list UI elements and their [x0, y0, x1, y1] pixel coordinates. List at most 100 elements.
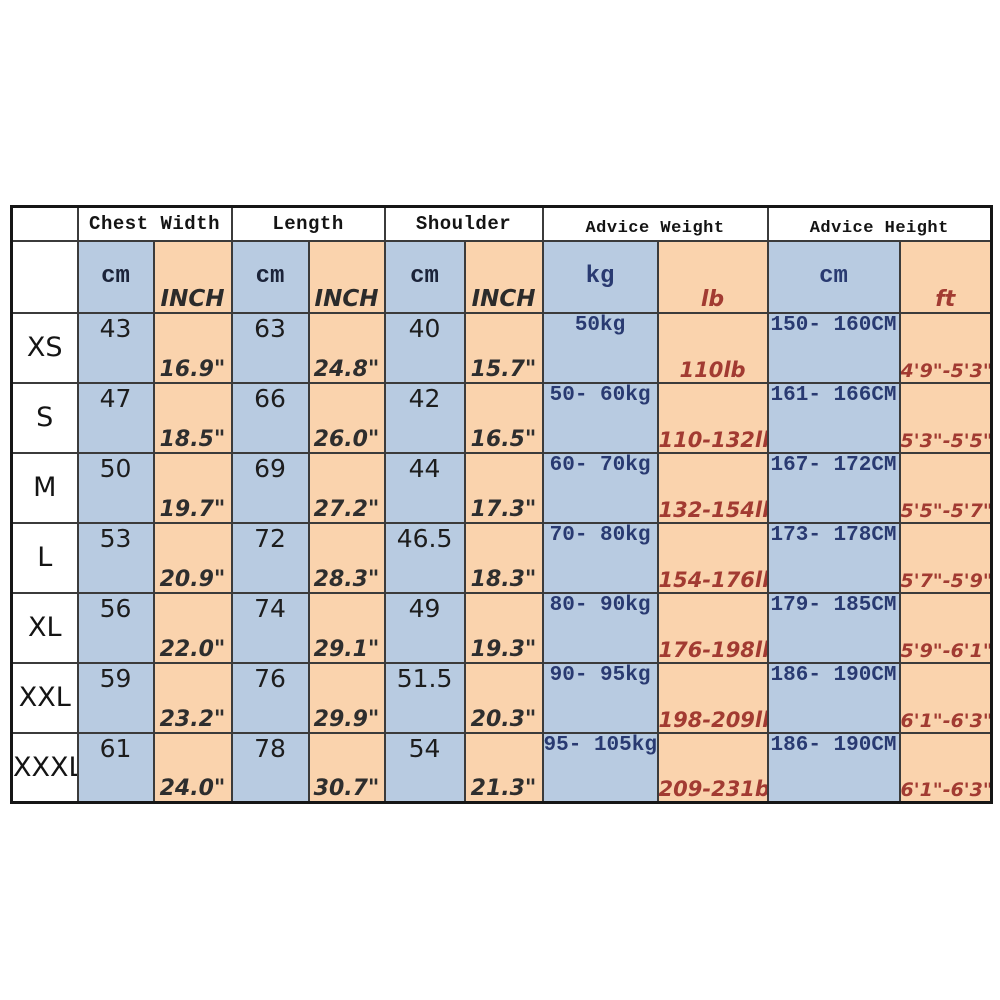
- shoulder-cm-cell: 40: [383, 311, 466, 384]
- unit-header-chest-cm: cm: [76, 239, 155, 314]
- length-cm-cell: 63: [230, 311, 310, 384]
- group-header-row: Chest Width Length Shoulder Advice Weigh…: [10, 205, 993, 242]
- size-label: XXXL: [10, 731, 79, 804]
- shoulder-cm-cell: 46.5: [383, 521, 466, 594]
- length-cm-cell: 74: [230, 591, 310, 664]
- weight-kg-cell: 90- 95kg: [541, 661, 659, 734]
- height-ft-cell: 5'7"-5'9": [898, 521, 993, 594]
- corner-cell: [10, 205, 79, 242]
- unit-header-lb: lb: [656, 239, 769, 314]
- unit-header-shoulder-cm: cm: [383, 239, 466, 314]
- shoulder-inch-cell: 17.3": [463, 451, 544, 524]
- length-cm-cell: 76: [230, 661, 310, 734]
- length-cm-cell: 72: [230, 521, 310, 594]
- length-inch-cell: 28.3": [307, 521, 386, 594]
- unit-header-length-inch: INCH: [307, 239, 386, 314]
- weight-kg-cell: 80- 90kg: [541, 591, 659, 664]
- size-chart-table: Chest Width Length Shoulder Advice Weigh…: [10, 205, 994, 804]
- height-cm-cell: 161- 166CM: [766, 381, 901, 454]
- table-row-s: S 47 18.5" 66 26.0" 42 16.5" 50- 60kg 11…: [10, 381, 993, 454]
- shoulder-cm-cell: 54: [383, 731, 466, 804]
- shoulder-inch-cell: 20.3": [463, 661, 544, 734]
- table-row-xxxl: XXXL 61 24.0" 78 30.7" 54 21.3" 95- 105k…: [10, 731, 993, 804]
- weight-kg-cell: 95- 105kg: [541, 731, 659, 804]
- weight-lb-cell: 198-209lb: [656, 661, 769, 734]
- unit-header-ft: ft: [898, 239, 993, 314]
- unit-header-length-cm: cm: [230, 239, 310, 314]
- shoulder-inch-cell: 21.3": [463, 731, 544, 804]
- height-cm-cell: 186- 190CM: [766, 731, 901, 804]
- length-cm-cell: 78: [230, 731, 310, 804]
- length-inch-cell: 29.9": [307, 661, 386, 734]
- shoulder-cm-cell: 49: [383, 591, 466, 664]
- header-shoulder: Shoulder: [383, 205, 544, 242]
- weight-lb-cell: 176-198lb: [656, 591, 769, 664]
- header-length: Length: [230, 205, 386, 242]
- weight-lb-cell: 209-231b: [656, 731, 769, 804]
- length-inch-cell: 26.0": [307, 381, 386, 454]
- weight-lb-cell: 154-176lb: [656, 521, 769, 594]
- unit-header-height-cm: cm: [766, 239, 901, 314]
- unit-header-kg: kg: [541, 239, 659, 314]
- header-chest-width: Chest Width: [76, 205, 233, 242]
- weight-kg-cell: 70- 80kg: [541, 521, 659, 594]
- height-cm-cell: 150- 160CM: [766, 311, 901, 384]
- table-row-l: L 53 20.9" 72 28.3" 46.5 18.3" 70- 80kg …: [10, 521, 993, 594]
- height-ft-cell: 6'1"-6'3": [898, 661, 993, 734]
- unit-corner-cell: [10, 239, 79, 314]
- size-label: XXL: [10, 661, 79, 734]
- size-label: L: [10, 521, 79, 594]
- length-cm-cell: 69: [230, 451, 310, 524]
- length-inch-cell: 24.8": [307, 311, 386, 384]
- size-label: S: [10, 381, 79, 454]
- height-ft-cell: 5'9"-6'1": [898, 591, 993, 664]
- length-inch-cell: 30.7": [307, 731, 386, 804]
- shoulder-inch-cell: 18.3": [463, 521, 544, 594]
- chest-cm-cell: 53: [76, 521, 155, 594]
- size-label: XS: [10, 311, 79, 384]
- height-ft-cell: 4'9"-5'3": [898, 311, 993, 384]
- table-row-xl: XL 56 22.0" 74 29.1" 49 19.3" 80- 90kg 1…: [10, 591, 993, 664]
- chest-inch-cell: 20.9": [152, 521, 233, 594]
- weight-kg-cell: 50- 60kg: [541, 381, 659, 454]
- unit-header-chest-inch: INCH: [152, 239, 233, 314]
- shoulder-inch-cell: 19.3": [463, 591, 544, 664]
- header-advice-weight: Advice Weight: [541, 205, 769, 242]
- length-cm-cell: 66: [230, 381, 310, 454]
- length-inch-cell: 29.1": [307, 591, 386, 664]
- chest-inch-cell: 19.7": [152, 451, 233, 524]
- chest-cm-cell: 56: [76, 591, 155, 664]
- chest-inch-cell: 18.5": [152, 381, 233, 454]
- chest-cm-cell: 43: [76, 311, 155, 384]
- size-label: XL: [10, 591, 79, 664]
- height-ft-cell: 6'1"-6'3": [898, 731, 993, 804]
- shoulder-inch-cell: 15.7": [463, 311, 544, 384]
- chest-inch-cell: 23.2": [152, 661, 233, 734]
- height-ft-cell: 5'5"-5'7": [898, 451, 993, 524]
- table-row-m: M 50 19.7" 69 27.2" 44 17.3" 60- 70kg 13…: [10, 451, 993, 524]
- shoulder-cm-cell: 51.5: [383, 661, 466, 734]
- weight-kg-cell: 50kg: [541, 311, 659, 384]
- table-row-xxl: XXL 59 23.2" 76 29.9" 51.5 20.3" 90- 95k…: [10, 661, 993, 734]
- height-cm-cell: 186- 190CM: [766, 661, 901, 734]
- chest-cm-cell: 61: [76, 731, 155, 804]
- length-inch-cell: 27.2": [307, 451, 386, 524]
- chest-cm-cell: 47: [76, 381, 155, 454]
- height-cm-cell: 167- 172CM: [766, 451, 901, 524]
- chest-inch-cell: 24.0": [152, 731, 233, 804]
- unit-header-row: cm INCH cm INCH cm INCH kg lb cm ft: [10, 239, 993, 314]
- table-row-xs: XS 43 16.9" 63 24.8" 40 15.7" 50kg 110lb…: [10, 311, 993, 384]
- weight-lb-cell: 110lb: [656, 311, 769, 384]
- header-advice-height: Advice Height: [766, 205, 993, 242]
- chest-inch-cell: 22.0": [152, 591, 233, 664]
- weight-lb-cell: 132-154lb: [656, 451, 769, 524]
- height-cm-cell: 179- 185CM: [766, 591, 901, 664]
- weight-kg-cell: 60- 70kg: [541, 451, 659, 524]
- unit-header-shoulder-inch: INCH: [463, 239, 544, 314]
- height-ft-cell: 5'3"-5'5": [898, 381, 993, 454]
- chest-inch-cell: 16.9": [152, 311, 233, 384]
- shoulder-cm-cell: 42: [383, 381, 466, 454]
- shoulder-cm-cell: 44: [383, 451, 466, 524]
- weight-lb-cell: 110-132lb: [656, 381, 769, 454]
